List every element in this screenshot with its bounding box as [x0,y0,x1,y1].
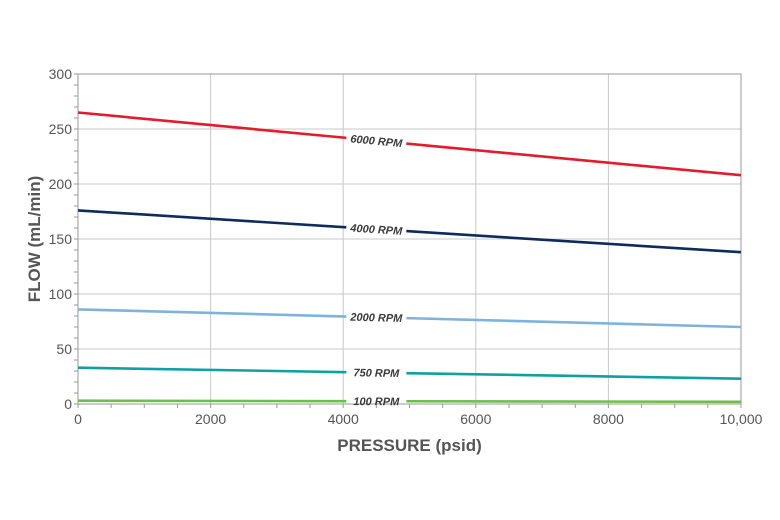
series-line [77,209,347,229]
series-line [77,308,347,318]
series-label: 750 RPM [353,367,400,380]
series-line [77,111,347,140]
series-lines [77,111,742,404]
series-line [77,366,347,374]
plot-frame [74,73,742,408]
y-tick-label: 300 [49,66,73,82]
x-tick-label: 0 [74,411,82,427]
y-tick-label: 0 [64,396,72,412]
series-line [406,316,742,329]
y-tick-label: 150 [49,231,73,247]
x-tick-label: 10,000 [720,411,763,427]
series-label: 6000 RPM [350,133,404,150]
series-labels: 6000 RPM 4000 RPM 2000 RPM 750 RPM 100 RPM [349,133,404,408]
x-tick-label: 2000 [195,411,226,427]
y-tick-label: 200 [49,176,73,192]
grid [78,74,741,404]
x-tick-label: 6000 [460,411,491,427]
y-tick-label: 250 [49,121,73,137]
y-tick-label: 100 [49,286,73,302]
x-tick-label: 8000 [593,411,624,427]
x-axis-title: PRESSURE (psid) [337,436,482,455]
x-tick-label: 4000 [328,411,359,427]
series-label: 100 RPM [353,396,400,408]
y-axis-title: FLOW (mL/min) [25,176,44,303]
series-label: 2000 RPM [349,312,403,325]
series-line [406,229,742,254]
series-line [406,399,742,404]
tick-labels: 0 2000 4000 6000 8000 10,000 0 50 100 150 200 250 30… [49,66,763,427]
series-line [406,142,742,177]
y-tick-label: 50 [56,341,72,357]
series-label: 4000 RPM [349,223,403,238]
series-line [406,371,742,380]
